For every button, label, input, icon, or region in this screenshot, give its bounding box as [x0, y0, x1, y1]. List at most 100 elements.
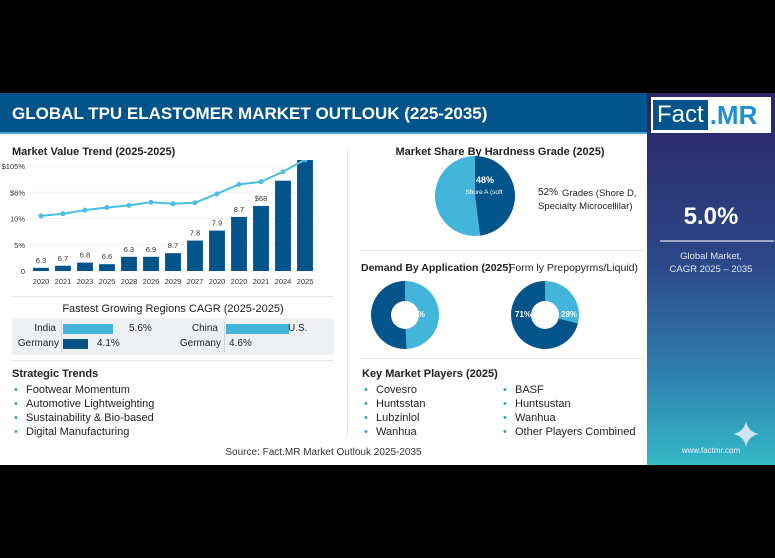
region-bar [63, 339, 89, 349]
list-item: Lubzinlol [364, 411, 426, 425]
trend-point [104, 204, 110, 210]
trend-point [60, 211, 66, 217]
x-tick-label: 2026 [143, 277, 160, 286]
trend-point [170, 201, 176, 207]
factmr-logo: Fact .MR [651, 97, 771, 133]
donut-hole [391, 301, 419, 329]
players-title: Key Market Players (2025) [362, 368, 498, 380]
trends-list: Footwear Momentum Automotive Lightweight… [14, 383, 154, 439]
website-link[interactable]: www.factmr.com [681, 446, 741, 455]
data-label: 8.7 [234, 205, 244, 214]
region-name: China [191, 323, 218, 334]
y-tick-label: $6% [10, 188, 25, 197]
list-item: Huntsstan [364, 397, 426, 411]
sparkle-icon [733, 421, 759, 447]
region-bar [226, 324, 289, 334]
application-donut [371, 281, 439, 349]
x-tick-label: 2025 [99, 277, 116, 286]
divider [660, 240, 774, 242]
divider [12, 360, 334, 361]
list-item: BASF [503, 383, 635, 397]
list-item: Digital Manufacturing [14, 425, 154, 439]
donut-value: 33% [457, 310, 474, 319]
logo-fact: Fact [653, 100, 708, 130]
trend-point [302, 160, 308, 163]
data-label: 7.9 [212, 219, 222, 228]
bar [77, 262, 93, 271]
sidebar-panel: Fact .MR 5.0% Global Market, CAGR 2025 – … [647, 93, 775, 465]
bar [275, 180, 291, 271]
pie-slice [405, 281, 439, 349]
x-tick-label: 2027 [187, 277, 204, 286]
form-title: Form ly Prepopyrms/Liquid) [509, 262, 638, 274]
trend-point [38, 213, 44, 219]
pie-slice [435, 156, 481, 236]
list-item: Other Players Combined [503, 425, 635, 439]
region-value: U.S. [288, 323, 308, 334]
region-name: Germany [179, 338, 221, 349]
x-tick-label: 2025 [297, 277, 314, 286]
data-label: 6.3 [36, 256, 46, 265]
x-tick-label: 2020 [231, 277, 248, 286]
bar [99, 264, 115, 271]
pie-slice-label: Grades (Shore D, Specialty Microcellilar… [538, 188, 637, 212]
data-label: 6.3 [124, 245, 134, 254]
logo-mr: .MR [709, 99, 758, 130]
trend-point [126, 202, 132, 208]
donut-hole [531, 301, 559, 329]
page-title: GLOBAL TPU ELASTOMER MARKET OUTLOUK (225… [0, 93, 647, 134]
data-label: $68 [255, 194, 268, 203]
form-donut [511, 281, 579, 349]
bar [297, 160, 313, 271]
y-tick-label: 0 [21, 267, 25, 276]
bar [143, 256, 159, 271]
bar [55, 265, 71, 271]
x-tick-label: 2028 [121, 277, 138, 286]
bar [121, 256, 137, 271]
region-name: India [34, 323, 56, 334]
regions-panel: India 5.6% Germany 4.1% China U.S. Germa… [12, 318, 334, 355]
bar [231, 216, 247, 271]
list-item: Huntsustan [503, 397, 635, 411]
list-item: Automotive Lightweighting [14, 397, 154, 411]
region-name: Germany [17, 338, 59, 349]
trend-point [280, 169, 286, 175]
data-label: 6.9 [146, 245, 156, 254]
list-item: Footwear Momentum [14, 383, 154, 397]
donut-value: 34% [409, 310, 426, 319]
region-value: 4.6% [229, 338, 252, 349]
divider [347, 148, 348, 438]
pie-slice-value: 52% [538, 187, 559, 198]
x-tick-label: 2023 [77, 277, 94, 286]
source-note: Source: Fact.MR Market Outlouk 2025-2035 [225, 447, 422, 458]
axis-line [224, 321, 225, 352]
region-bar [63, 324, 114, 334]
trend-point [214, 191, 220, 197]
data-label: 8.7 [168, 241, 178, 250]
x-tick-label: 2024 [275, 277, 292, 286]
bar [165, 253, 181, 271]
list-item: Covesro [364, 383, 426, 397]
players-list: BASF Huntsustan Wanhua Other Players Com… [503, 383, 635, 439]
data-label: 6.6 [102, 252, 112, 261]
pie-slice-value: 48% [476, 175, 495, 185]
divider [12, 296, 334, 297]
list-item: Sustainability & Bio-based [14, 411, 154, 425]
hardness-pie [435, 156, 515, 236]
hardness-title: Market Share By Hardness Grade (2025) [395, 146, 605, 158]
cagr-label-2: CAGR 2025 – 2035 [669, 264, 753, 275]
data-label: 6.8 [80, 251, 90, 260]
axis-line [61, 321, 62, 352]
trend-point [82, 207, 88, 213]
bar [187, 240, 203, 271]
chart-title: Market Value Trend (2025-2025) [12, 146, 176, 158]
trend-point [192, 200, 198, 206]
y-tick-label: $105% [2, 162, 26, 171]
bar [209, 230, 225, 271]
x-tick-label: 2020 [33, 277, 50, 286]
pie-slice-label: Shore A (soft [465, 189, 503, 196]
trend-point [236, 181, 242, 187]
divider [360, 250, 644, 251]
donut-value: 29% [561, 310, 578, 319]
cagr-label-1: Global Market, [680, 251, 742, 262]
